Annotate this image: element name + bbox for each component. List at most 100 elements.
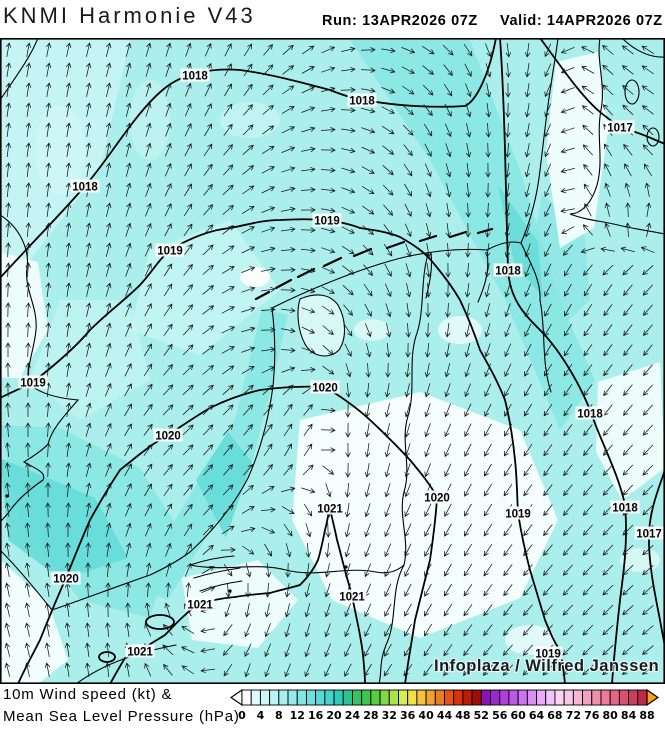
coast-denmark-east-baltic	[569, 38, 665, 235]
colorbar-tick-label: 60	[510, 709, 526, 722]
coast-ne-corner	[621, 38, 665, 58]
isobar-1021-cell-2	[98, 651, 116, 663]
isobar-label: 1019	[533, 646, 563, 661]
model-valid-time: Valid: 14APR2026 07Z	[500, 13, 663, 29]
colorbar-cell	[618, 689, 630, 706]
colorbar-tick-label: 12	[290, 709, 305, 722]
wadden-islands	[254, 227, 494, 301]
isobar-label: 1021	[337, 589, 367, 604]
station-dot	[228, 589, 232, 593]
colorbar-tick-label: 44	[437, 709, 453, 722]
isobar-label: 1020	[51, 571, 81, 586]
colorbar-cell	[563, 689, 574, 706]
svg-text:1019: 1019	[20, 378, 46, 390]
colorbar-tick-label: 36	[400, 709, 416, 722]
colorbar-cell	[342, 689, 353, 706]
valid-value: 14APR2026 07Z	[546, 13, 663, 29]
svg-text:1020: 1020	[155, 431, 181, 443]
page-title: KNMI Harmonie V43	[3, 3, 256, 28]
weather-map: 1018 1018 1018 1018 1018 1018 1017 1017 1019 1019…	[0, 38, 665, 684]
coast-denmark-west	[520, 38, 559, 244]
map-frame	[0, 38, 665, 684]
valid-label: Valid:	[500, 13, 543, 29]
colorbar-tick-label: 68	[547, 709, 562, 722]
colorbar-tick-label: 0	[238, 709, 246, 722]
colorbar-cell	[296, 689, 307, 706]
colorbar-cell	[361, 689, 372, 706]
colorbar-tick-label: 8	[275, 709, 283, 722]
colorbar-tick-label: 16	[308, 709, 324, 722]
legend-caption-line2: Mean Sea Level Pressure (hPa)	[3, 708, 240, 725]
colorbar-cell	[545, 689, 556, 706]
svg-text:1018: 1018	[612, 503, 638, 515]
colorbar-tick-label: 72	[566, 709, 581, 722]
station-dots	[5, 494, 348, 593]
isobar-label: 1018	[70, 179, 100, 194]
border-nl-be	[189, 564, 405, 574]
svg-text:1019: 1019	[314, 216, 340, 228]
station-dot	[5, 494, 9, 498]
colorbar-cell	[351, 689, 363, 706]
colorbar-cell	[388, 689, 399, 706]
colorbar-cell	[609, 689, 620, 706]
colorbar-tick-label: 32	[382, 709, 397, 722]
model-run-time: Run: 13APR2026 07Z	[322, 13, 478, 29]
colorbar-tick-label: 84	[621, 709, 637, 722]
svg-text:1021: 1021	[127, 647, 153, 659]
isobar-label: 1020	[310, 380, 340, 395]
isobar-label: 1018	[610, 500, 640, 515]
wind-arrows	[4, 42, 655, 678]
colorbar-left-arrow	[230, 688, 243, 707]
svg-text:1017: 1017	[636, 529, 662, 541]
isobar-label: 1021	[185, 597, 215, 612]
danish-island-1	[624, 79, 640, 105]
colorbar-cell	[453, 689, 464, 706]
svg-text:1020: 1020	[312, 383, 338, 395]
colorbar-cell	[554, 689, 565, 706]
isobar-label: 1018	[493, 263, 523, 278]
colorbar-cell	[582, 689, 593, 706]
colorbar-cell	[315, 689, 326, 706]
isobar-label: 1019	[503, 506, 533, 521]
colorbar-cell	[241, 689, 252, 706]
svg-text:1020: 1020	[424, 493, 450, 505]
svg-text:1018: 1018	[349, 96, 375, 108]
svg-text:1019: 1019	[535, 649, 561, 661]
coast-france-belgium	[0, 549, 191, 611]
isobar-label: 1020	[153, 428, 183, 443]
colorbar-cell	[628, 689, 639, 706]
isobar-label: 1018	[347, 93, 377, 108]
colorbar-tick-label: 80	[603, 709, 619, 722]
colorbar-cell	[370, 689, 381, 706]
isobar-label: 1017	[634, 526, 664, 541]
colorbar-tick-label: 76	[584, 709, 600, 722]
svg-text:1018: 1018	[182, 71, 208, 83]
isobar-label: 1019	[312, 213, 342, 228]
isobar-label: 1018	[180, 68, 210, 83]
colorbar-cell	[480, 689, 491, 706]
run-value: 13APR2026 07Z	[362, 13, 478, 29]
colorbar-tick-label: 4	[257, 709, 265, 722]
svg-text:1018: 1018	[495, 266, 521, 278]
colorbar-cell	[471, 689, 482, 706]
isobar-label: 1021	[125, 644, 155, 659]
colorbar-cell	[278, 689, 289, 706]
coast-england-ne	[0, 38, 39, 101]
colorbar-tick-label: 88	[639, 709, 654, 722]
colorbar-cell	[398, 689, 409, 706]
colorbar-cell	[499, 689, 510, 706]
colorbar-cell	[250, 689, 261, 706]
svg-text:1021: 1021	[339, 592, 365, 604]
isobar-1019	[0, 218, 566, 684]
isobar-1017-east	[648, 469, 665, 649]
svg-text:1018: 1018	[72, 182, 98, 194]
colorbar-cell	[434, 689, 445, 706]
station-dot	[344, 565, 348, 569]
isobar-label: 1021	[315, 501, 345, 516]
colorbar-tick-label: 64	[529, 709, 545, 722]
colorbar-cell	[591, 689, 602, 706]
svg-text:1019: 1019	[505, 509, 531, 521]
colorbar-cell	[259, 689, 271, 706]
svg-text:1017: 1017	[607, 123, 633, 135]
